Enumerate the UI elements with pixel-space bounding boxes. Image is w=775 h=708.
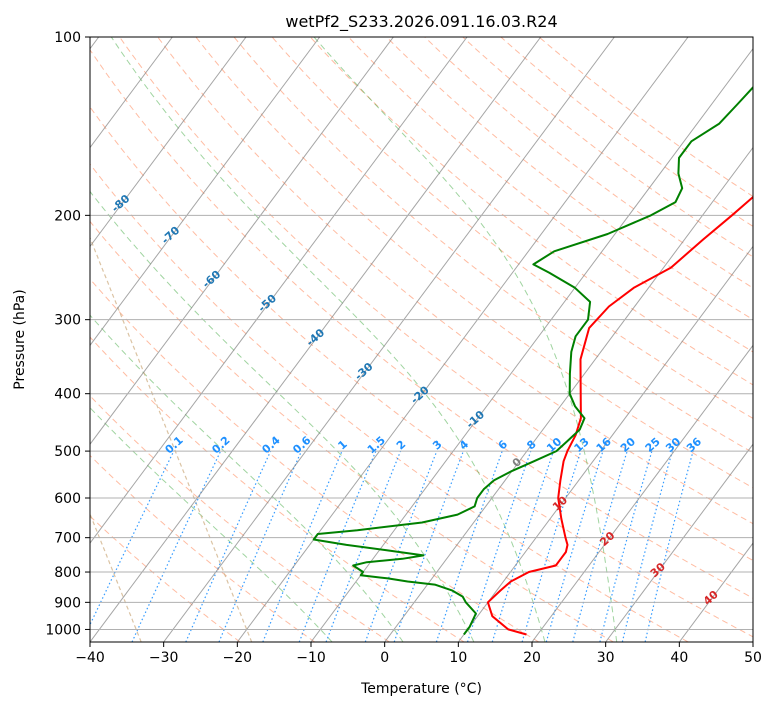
isotherm-line bbox=[605, 443, 753, 642]
dry-adiabat-line bbox=[233, 37, 753, 454]
mixing-ratio-line bbox=[218, 450, 302, 642]
x-tick-label: 30 bbox=[597, 650, 615, 666]
mixing-ratio-line bbox=[262, 450, 343, 642]
x-tick-label: 10 bbox=[449, 650, 467, 666]
axes: −40 −30 −20 −10 0 10 20 30 40 50 100 200 300 400 500 60… bbox=[45, 30, 762, 666]
moist-adiabat-line bbox=[90, 406, 333, 642]
isotherm-line bbox=[531, 344, 753, 642]
x-tick-label: 0 bbox=[380, 650, 389, 666]
dry-adiabat-line bbox=[348, 37, 753, 353]
y-tick-label: 300 bbox=[54, 313, 81, 329]
mixing-ratio-line bbox=[364, 450, 438, 642]
moist-adiabat-line bbox=[110, 37, 546, 642]
isotherm-line bbox=[90, 37, 173, 149]
dry-adiabat-line bbox=[90, 336, 465, 642]
mixing-ratio-line bbox=[545, 450, 604, 642]
y-tick-label: 100 bbox=[54, 30, 81, 46]
dry-adiabat-line bbox=[90, 278, 540, 642]
isotherm-line bbox=[90, 37, 247, 248]
mixing-ratio-line bbox=[298, 450, 377, 642]
mixing-ratio-line bbox=[185, 450, 272, 642]
dewpoint-profile-line bbox=[312, 85, 753, 636]
mixing-ratio-line bbox=[621, 450, 673, 642]
y-tick-label: 600 bbox=[54, 491, 81, 507]
x-tick-label: 40 bbox=[670, 650, 688, 666]
mixing-ratio-line bbox=[491, 450, 555, 642]
x-tick-label: −10 bbox=[296, 650, 326, 666]
reference-curve bbox=[90, 512, 142, 642]
y-axis-label: Pressure (hPa) bbox=[12, 289, 28, 389]
x-tick-label: 20 bbox=[523, 650, 541, 666]
moist-adiabat-line bbox=[313, 37, 618, 642]
dry-adiabat-line bbox=[90, 48, 753, 599]
data-series bbox=[312, 85, 753, 636]
x-tick-label: 50 bbox=[744, 650, 762, 666]
mixing-ratio-line bbox=[466, 450, 532, 642]
dry-adiabat-line bbox=[271, 37, 753, 419]
isotherm-line bbox=[163, 37, 615, 642]
y-tick-label: 200 bbox=[54, 208, 81, 224]
isotherm-line bbox=[90, 37, 542, 642]
dry-adiabat-line bbox=[90, 220, 614, 642]
dry-adiabat-line bbox=[119, 37, 753, 562]
isotherm-line bbox=[90, 37, 321, 347]
y-tick-label: 1000 bbox=[45, 622, 81, 638]
isotherm-line bbox=[310, 47, 753, 642]
mixing-ratio-line bbox=[572, 450, 628, 642]
y-tick-label: 800 bbox=[54, 565, 81, 581]
plot-frame bbox=[89, 36, 754, 643]
moist-adiabat-line bbox=[90, 314, 404, 642]
y-tick-label: 900 bbox=[54, 595, 81, 611]
mixing-ratio-line bbox=[435, 450, 503, 642]
x-tick-label: −30 bbox=[149, 650, 179, 666]
y-tick-label: 500 bbox=[54, 444, 81, 460]
isotherm-line bbox=[90, 37, 468, 544]
isotherm-line bbox=[236, 37, 689, 642]
dry-adiabat-line bbox=[90, 454, 315, 642]
background-grid bbox=[90, 37, 753, 642]
isotherm-line bbox=[384, 146, 753, 642]
x-tick-label: −40 bbox=[75, 650, 105, 666]
mixing-ratio-line bbox=[325, 450, 402, 642]
x-tick-label: −20 bbox=[223, 650, 253, 666]
dry-adiabat-line bbox=[309, 37, 753, 386]
y-tick-label: 400 bbox=[54, 387, 81, 403]
isotherm-line bbox=[90, 37, 394, 446]
mixing-ratio-line bbox=[599, 450, 653, 642]
temperature-profile-line bbox=[486, 195, 753, 636]
reference-curve bbox=[90, 236, 253, 642]
mixing-ratio-line bbox=[521, 450, 582, 642]
x-axis-label: Temperature (°C) bbox=[360, 681, 482, 697]
dry-adiabat-line bbox=[90, 163, 689, 642]
isotherm-line bbox=[457, 245, 753, 642]
dry-adiabat-line bbox=[90, 395, 390, 642]
chart-title: wetPf2_S233.2026.091.16.03.R24 bbox=[285, 12, 557, 32]
y-tick-label: 700 bbox=[54, 531, 81, 547]
